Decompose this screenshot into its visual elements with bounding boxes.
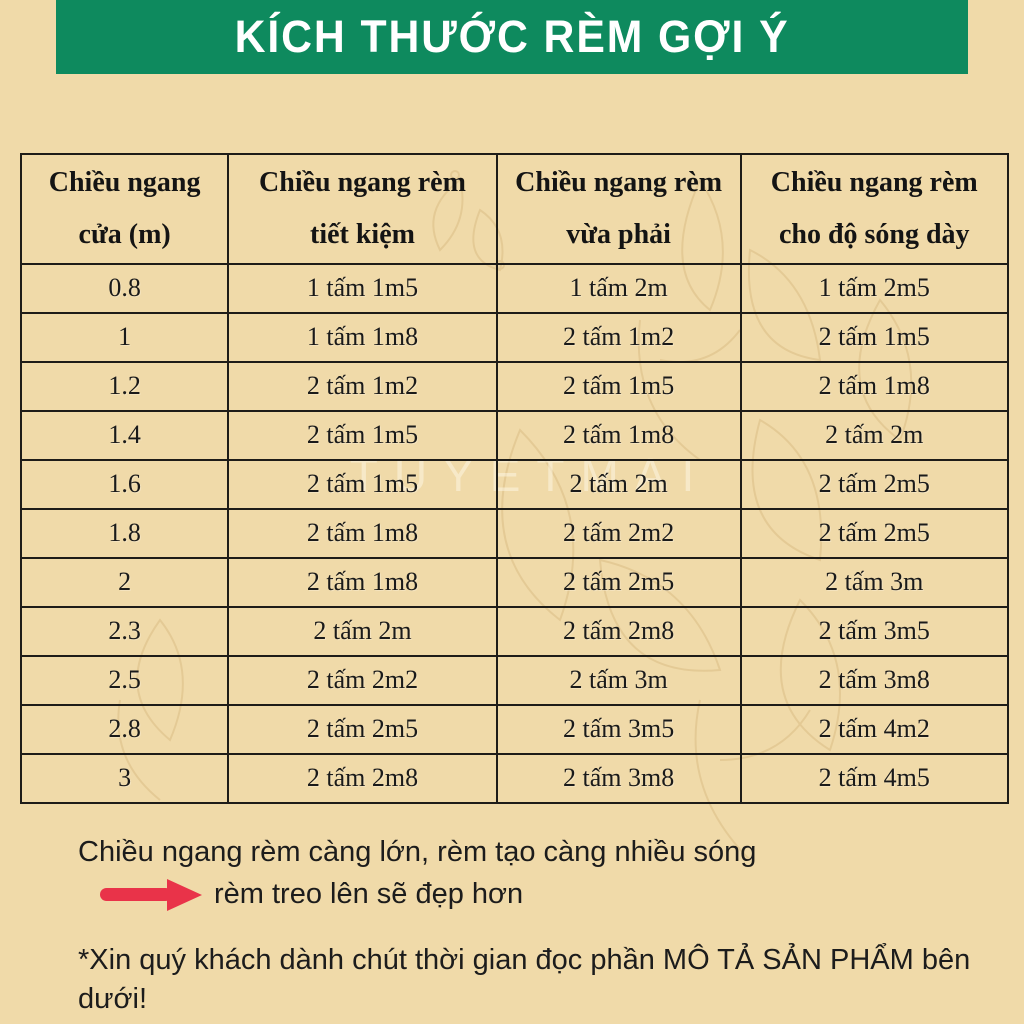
note-line-2: rèm treo lên sẽ đẹp hơn (100, 878, 756, 911)
table-cell: 2 tấm 1m5 (495, 360, 742, 412)
note-line-2-text: rèm treo lên sẽ đẹp hơn (214, 878, 524, 910)
header-cell-door-width: Chiều ngang cửa (m) (19, 153, 230, 265)
table-cell: 2 tấm 3m5 (495, 703, 742, 755)
table-cell: 2 tấm 2m (739, 409, 1009, 461)
table-row: 2.5 2 tấm 2m2 2 tấm 3m 2 tấm 3m8 (19, 654, 1009, 706)
table-cell: 2 tấm 3m (739, 556, 1009, 608)
table-cell: 2.5 (19, 654, 230, 706)
table-cell: 0.8 (19, 262, 230, 314)
table-row: 2.8 2 tấm 2m5 2 tấm 3m5 2 tấm 4m2 (19, 703, 1009, 755)
header-cell-economical: Chiều ngang rèm tiết kiệm (227, 153, 498, 265)
size-table: Chiều ngang cửa (m) Chiều ngang rèm tiết… (19, 153, 1009, 804)
table-row: 2.3 2 tấm 2m 2 tấm 2m8 2 tấm 3m5 (19, 605, 1009, 657)
table-cell: 2 (19, 556, 230, 608)
table-cell: 2 tấm 1m2 (227, 360, 498, 412)
note-line-1: Chiều ngang rèm càng lớn, rèm tạo càng n… (78, 836, 757, 868)
table-row: 0.8 1 tấm 1m5 1 tấm 2m 1 tấm 2m5 (19, 262, 1009, 314)
table-cell: 1.6 (19, 458, 230, 510)
table-cell: 1.4 (19, 409, 230, 461)
table-row: 2 2 tấm 1m8 2 tấm 2m5 2 tấm 3m (19, 556, 1009, 608)
table-cell: 2 tấm 1m5 (227, 409, 498, 461)
table-cell: 2 tấm 2m5 (227, 703, 498, 755)
table-cell: 2 tấm 2m5 (739, 458, 1009, 510)
table-cell: 2 tấm 1m5 (739, 311, 1009, 363)
table-cell: 1.8 (19, 507, 230, 559)
table-cell: 2 tấm 1m8 (227, 507, 498, 559)
table-cell: 1 tấm 2m5 (739, 262, 1009, 314)
table-cell: 2 tấm 1m5 (227, 458, 498, 510)
title-banner: KÍCH THƯỚC RÈM GỢI Ý (56, 0, 968, 74)
table-row: 1 1 tấm 1m8 2 tấm 1m2 2 tấm 1m5 (19, 311, 1009, 363)
table-cell: 2 tấm 2m2 (227, 654, 498, 706)
table-cell: 2 tấm 2m (227, 605, 498, 657)
table-cell: 2 tấm 2m5 (739, 507, 1009, 559)
header-cell-moderate: Chiều ngang rèm vừa phải (495, 153, 742, 265)
footnote: *Xin quý khách dành chút thời gian đọc p… (78, 944, 971, 1015)
page-title: KÍCH THƯỚC RÈM GỢI Ý (234, 11, 790, 62)
table-cell: 2 tấm 2m (495, 458, 742, 510)
table-cell: 2 tấm 2m8 (495, 605, 742, 657)
table-row: 1.2 2 tấm 1m2 2 tấm 1m5 2 tấm 1m8 (19, 360, 1009, 412)
table-cell: 2 tấm 4m5 (739, 752, 1009, 804)
table-cell: 2 tấm 2m5 (495, 556, 742, 608)
table-cell: 1 tấm 1m8 (227, 311, 498, 363)
table-cell: 1 tấm 2m (495, 262, 742, 314)
notes-block: Chiều ngang rèm càng lớn, rèm tạo càng n… (78, 836, 756, 911)
table-cell: 2 tấm 3m8 (495, 752, 742, 804)
table-row: 1.8 2 tấm 1m8 2 tấm 2m2 2 tấm 2m5 (19, 507, 1009, 559)
table-cell: 2 tấm 2m2 (495, 507, 742, 559)
table-cell: 2 tấm 1m2 (495, 311, 742, 363)
table-cell: 2 tấm 4m2 (739, 703, 1009, 755)
table-cell: 1.2 (19, 360, 230, 412)
table-cell: 1 tấm 1m5 (227, 262, 498, 314)
table-row: 3 2 tấm 2m8 2 tấm 3m8 2 tấm 4m5 (19, 752, 1009, 804)
table-cell: 2 tấm 2m8 (227, 752, 498, 804)
arrow-right-icon (100, 878, 202, 911)
table-cell: 3 (19, 752, 230, 804)
header-cell-thick-wave: Chiều ngang rèm cho độ sóng dày (739, 153, 1009, 265)
table-cell: 2 tấm 3m8 (739, 654, 1009, 706)
table-row: 1.6 2 tấm 1m5 2 tấm 2m 2 tấm 2m5 (19, 458, 1009, 510)
table-cell: 2 tấm 1m8 (739, 360, 1009, 412)
table-cell: 1 (19, 311, 230, 363)
table-cell: 2 tấm 3m5 (739, 605, 1009, 657)
table-cell: 2.3 (19, 605, 230, 657)
table-cell: 2 tấm 3m (495, 654, 742, 706)
table-cell: 2.8 (19, 703, 230, 755)
table-row: 1.4 2 tấm 1m5 2 tấm 1m8 2 tấm 2m (19, 409, 1009, 461)
table-cell: 2 tấm 1m8 (227, 556, 498, 608)
table-header-row: Chiều ngang cửa (m) Chiều ngang rèm tiết… (19, 153, 1009, 265)
table-cell: 2 tấm 1m8 (495, 409, 742, 461)
